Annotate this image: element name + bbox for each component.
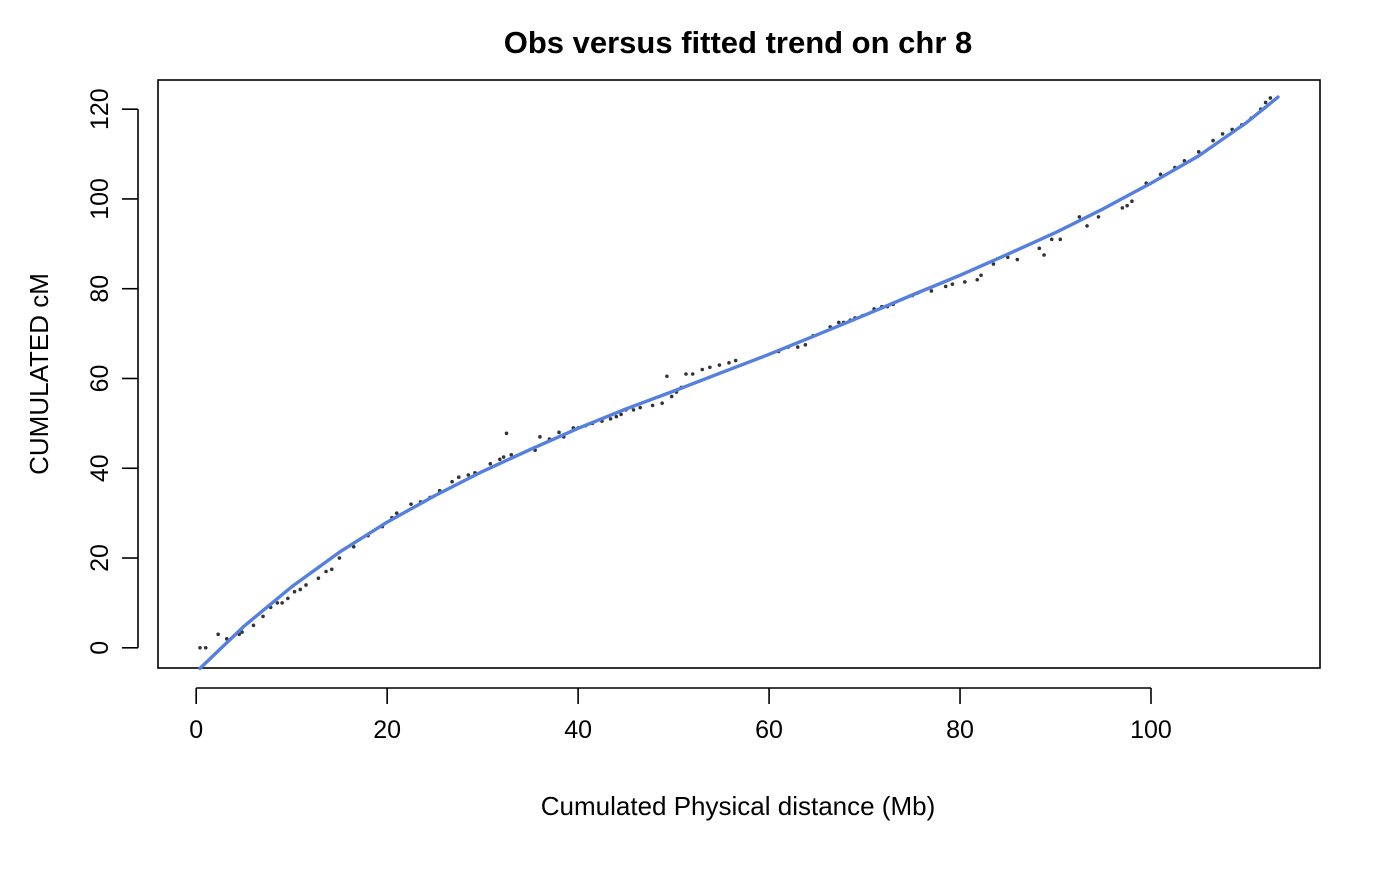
data-point (795, 345, 800, 349)
data-point (1220, 132, 1225, 136)
y-tick-label: 120 (86, 88, 114, 130)
data-point (614, 414, 619, 419)
x-tick-label: 80 (946, 716, 974, 744)
data-point (684, 372, 688, 376)
data-point (203, 646, 208, 650)
y-tick-label: 60 (86, 365, 114, 393)
data-point (304, 583, 308, 587)
x-tick-label: 0 (189, 716, 203, 744)
data-point (979, 273, 983, 278)
y-tick-label: 20 (86, 544, 114, 572)
x-tick-label: 60 (755, 716, 783, 744)
data-point (501, 455, 506, 459)
data-point (1042, 253, 1046, 257)
data-point (251, 623, 256, 628)
data-point (669, 394, 674, 399)
data-point (1049, 237, 1054, 242)
y-tick-label: 0 (86, 641, 114, 655)
x-tick-label: 20 (373, 716, 401, 744)
data-point (991, 262, 996, 266)
data-point (1196, 150, 1201, 154)
data-point (727, 360, 731, 365)
data-point (329, 567, 334, 572)
data-point (498, 457, 502, 462)
data-point (700, 367, 705, 372)
data-point (1130, 199, 1134, 203)
data-point (717, 363, 722, 367)
data-point (1085, 224, 1089, 228)
data-point (298, 587, 303, 592)
y-tick-label: 100 (86, 178, 114, 220)
x-axis-label: Cumulated Physical distance (Mb) (541, 791, 936, 821)
data-point (608, 417, 613, 421)
data-point (650, 403, 655, 408)
fitted-trend-line (198, 95, 1280, 671)
data-point (803, 343, 808, 347)
x-tick-label: 100 (1130, 716, 1172, 744)
data-point (619, 412, 623, 417)
data-point (450, 479, 454, 484)
data-point (280, 601, 284, 605)
data-point (1015, 257, 1020, 262)
data-point (1158, 172, 1163, 177)
data-point (665, 374, 669, 379)
data-point (324, 569, 328, 574)
data-point (1125, 203, 1129, 208)
data-point (557, 430, 561, 435)
x-tick-label: 40 (564, 716, 592, 744)
data-point (351, 545, 356, 549)
data-point (929, 289, 934, 293)
data-point (1120, 206, 1125, 210)
data-point (488, 461, 493, 466)
data-point (1096, 215, 1101, 219)
data-point (216, 632, 220, 637)
data-point (1211, 138, 1215, 143)
plot-area: 0 20 40 60 80 100 0 20 40 60 80 100 120 (86, 79, 1321, 744)
data-point (1058, 237, 1063, 242)
data-point (538, 435, 542, 439)
data-point (394, 511, 399, 515)
data-point (708, 365, 712, 370)
data-point (963, 280, 967, 284)
data-point (337, 556, 342, 560)
data-point (1077, 215, 1082, 219)
chart-title: Obs versus fitted trend on chr 8 (504, 25, 973, 60)
data-point (1268, 96, 1273, 100)
data-point (504, 431, 509, 436)
data-point (950, 282, 955, 287)
data-point (660, 401, 664, 405)
y-tick-label: 40 (86, 454, 114, 482)
data-point (975, 277, 980, 282)
data-point (1263, 100, 1268, 105)
data-point (286, 596, 290, 601)
data-point (456, 475, 461, 480)
data-point (316, 576, 321, 581)
data-point (466, 473, 471, 477)
data-point (638, 405, 642, 410)
data-point (261, 614, 265, 619)
y-tick-label: 80 (86, 275, 114, 303)
data-point (292, 589, 297, 594)
data-point (836, 320, 841, 325)
data-point (690, 372, 695, 376)
data-point (509, 452, 514, 457)
data-point (275, 601, 280, 605)
y-axis-label: CUMULATED cM (24, 273, 54, 475)
data-point (409, 502, 413, 506)
data-point (631, 408, 636, 412)
data-point (1037, 246, 1042, 251)
plot-frame (157, 79, 1321, 669)
data-point (733, 358, 738, 363)
data-point (198, 646, 202, 650)
data-point (943, 284, 948, 289)
